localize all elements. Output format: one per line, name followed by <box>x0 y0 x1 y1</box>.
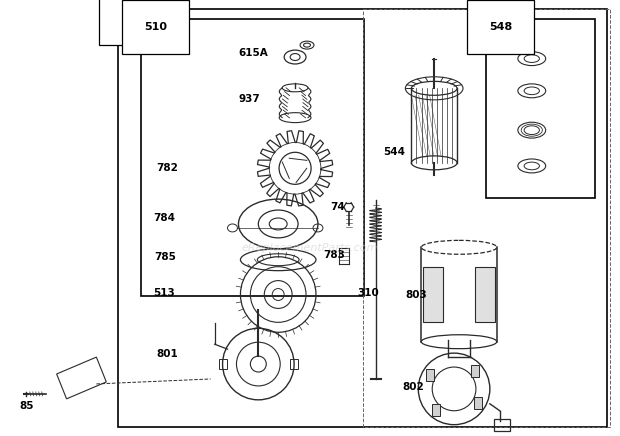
Text: 513: 513 <box>153 287 175 297</box>
Text: 803: 803 <box>405 290 427 300</box>
Text: eReplacementParts.com: eReplacementParts.com <box>242 243 378 253</box>
Text: 937: 937 <box>239 94 260 104</box>
Bar <box>494 419 510 431</box>
Bar <box>486 19 595 198</box>
Text: 310: 310 <box>358 287 379 297</box>
Text: 309: 309 <box>122 12 144 22</box>
Bar <box>363 9 610 427</box>
Bar <box>474 397 482 409</box>
Text: 615A: 615A <box>239 48 268 58</box>
Text: 785: 785 <box>154 252 176 262</box>
Text: 802: 802 <box>402 382 424 392</box>
Text: 782: 782 <box>156 164 178 174</box>
Text: 74: 74 <box>330 202 345 212</box>
Text: 801: 801 <box>156 349 178 359</box>
Bar <box>471 365 479 377</box>
Bar <box>141 19 364 296</box>
Bar <box>290 359 298 369</box>
Text: 85: 85 <box>20 401 34 411</box>
Bar <box>432 404 440 416</box>
Text: 783: 783 <box>323 250 345 260</box>
Bar <box>219 359 226 369</box>
Bar <box>118 9 607 427</box>
Bar <box>426 369 434 381</box>
Bar <box>475 267 495 322</box>
Text: 548: 548 <box>489 22 512 32</box>
Text: 544: 544 <box>384 147 405 157</box>
Bar <box>423 267 443 322</box>
Text: 510: 510 <box>144 22 167 32</box>
Text: 784: 784 <box>153 213 175 223</box>
